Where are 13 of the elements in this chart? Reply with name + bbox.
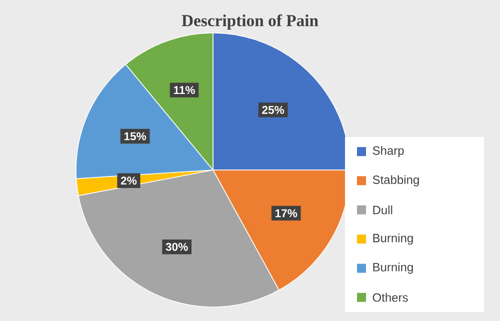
legend-label: Stabbing — [372, 175, 419, 186]
data-label: 30% — [166, 242, 188, 251]
legend-label: Burning — [373, 262, 413, 274]
legend-label: Sharp — [372, 146, 404, 158]
data-label: 2% — [120, 176, 137, 185]
data-label: 17% — [275, 209, 298, 218]
legend-label: Dull — [373, 205, 392, 214]
data-label: 25% — [262, 106, 284, 114]
data-label: 15% — [124, 132, 146, 140]
data-label: 11% — [174, 86, 195, 94]
legend-label: Burning — [373, 233, 413, 245]
legend-label: Others — [372, 292, 408, 302]
chart-title: Description of Pain — [182, 14, 318, 30]
